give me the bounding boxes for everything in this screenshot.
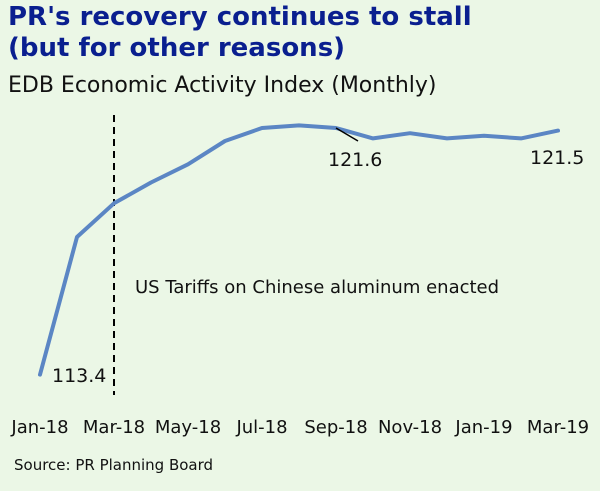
title-line-2: (but for other reasons) bbox=[8, 33, 346, 63]
chart-title-block: PR's recovery continues to stall (but fo… bbox=[8, 2, 598, 64]
x-tick-label-Sep-18: Sep-18 bbox=[304, 417, 367, 438]
data-label-121.6: 121.6 bbox=[328, 149, 382, 171]
data-label-121.5: 121.5 bbox=[530, 147, 584, 169]
annotation-label: US Tariffs on Chinese aluminum enacted bbox=[135, 277, 499, 298]
x-tick-label-Mar-19: Mar-19 bbox=[527, 417, 589, 438]
title-line-1: PR's recovery continues to stall bbox=[8, 2, 472, 32]
x-tick-label-Jul-18: Jul-18 bbox=[235, 417, 287, 438]
source-note: Source: PR Planning Board bbox=[14, 456, 214, 474]
x-tick-label-Nov-18: Nov-18 bbox=[378, 417, 442, 438]
data-label-113.4: 113.4 bbox=[52, 365, 106, 387]
x-tick-label-Jan-19: Jan-19 bbox=[454, 417, 512, 438]
x-tick-label-Jan-18: Jan-18 bbox=[10, 417, 68, 438]
series-line bbox=[38, 123, 560, 377]
data-label-leader-line bbox=[335, 127, 359, 142]
chart-subtitle: EDB Economic Activity Index (Monthly) bbox=[8, 73, 437, 98]
x-tick-label-Mar-18: Mar-18 bbox=[83, 417, 145, 438]
x-tick-label-May-18: May-18 bbox=[155, 417, 221, 438]
